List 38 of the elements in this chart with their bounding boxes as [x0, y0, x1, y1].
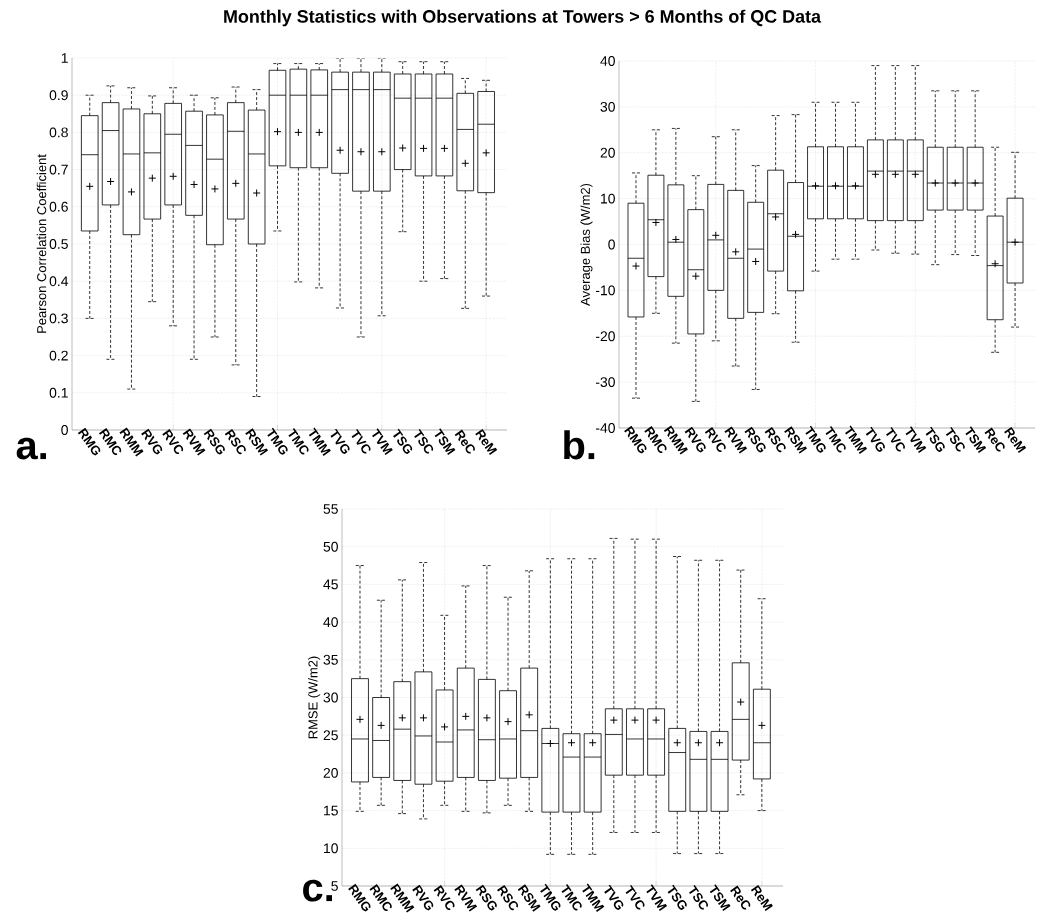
y-tick-label: 0.1	[49, 387, 68, 398]
y-tick-label: 50	[323, 541, 338, 552]
y-tick-label: 40	[600, 56, 615, 66]
text: a.	[16, 437, 47, 460]
y-tick-label: 0	[61, 425, 68, 435]
y-tick-label: 0	[608, 239, 615, 250]
y-tick-label: 20	[600, 147, 615, 158]
y-axis-title: Average Bias (W/m2)	[580, 183, 593, 306]
y-tick-label: -10	[595, 285, 615, 296]
y-tick-label: 0.3	[49, 313, 68, 324]
y-tick-label: 35	[323, 654, 338, 665]
y-tick-label: 45	[323, 579, 338, 590]
y-tick-label: 15	[324, 805, 338, 816]
y-tick-label: 0.2	[49, 350, 68, 361]
y-tick-label: -30	[595, 377, 615, 388]
y-tick-label: 30	[323, 692, 338, 703]
text: b.	[564, 430, 595, 460]
y-tick-label: 30	[600, 101, 615, 112]
y-tick-label: 0.9	[49, 90, 68, 101]
y-tick-label: 0.4	[49, 276, 69, 287]
y-tick-label: 0.5	[49, 239, 68, 249]
y-tick-label: -20	[595, 331, 615, 342]
y-tick-label: -40	[595, 423, 615, 433]
text: c.	[303, 879, 333, 902]
y-tick-label: 0.8	[49, 127, 68, 138]
y-tick-label: 10	[601, 193, 615, 204]
y-tick-label: 0.7	[49, 164, 68, 175]
y-tick-label: 55	[323, 504, 338, 514]
y-tick-label: 0.6	[49, 201, 68, 212]
y-tick-label: 5	[331, 881, 338, 891]
y-tick-label: 25	[323, 730, 338, 741]
y-tick-label: 40	[323, 617, 338, 628]
chart-title: Monthly Statistics with Observations at Towers > 6 Months of QC Data	[224, 9, 822, 27]
y-tick-label: 20	[323, 767, 338, 778]
y-tick-label: 1	[61, 53, 68, 63]
y-tick-label: 10	[324, 843, 338, 854]
y-axis-title: Pearson Correlation Coefficient	[36, 154, 47, 333]
y-axis-title: RMSE (W/m2)	[308, 656, 321, 739]
